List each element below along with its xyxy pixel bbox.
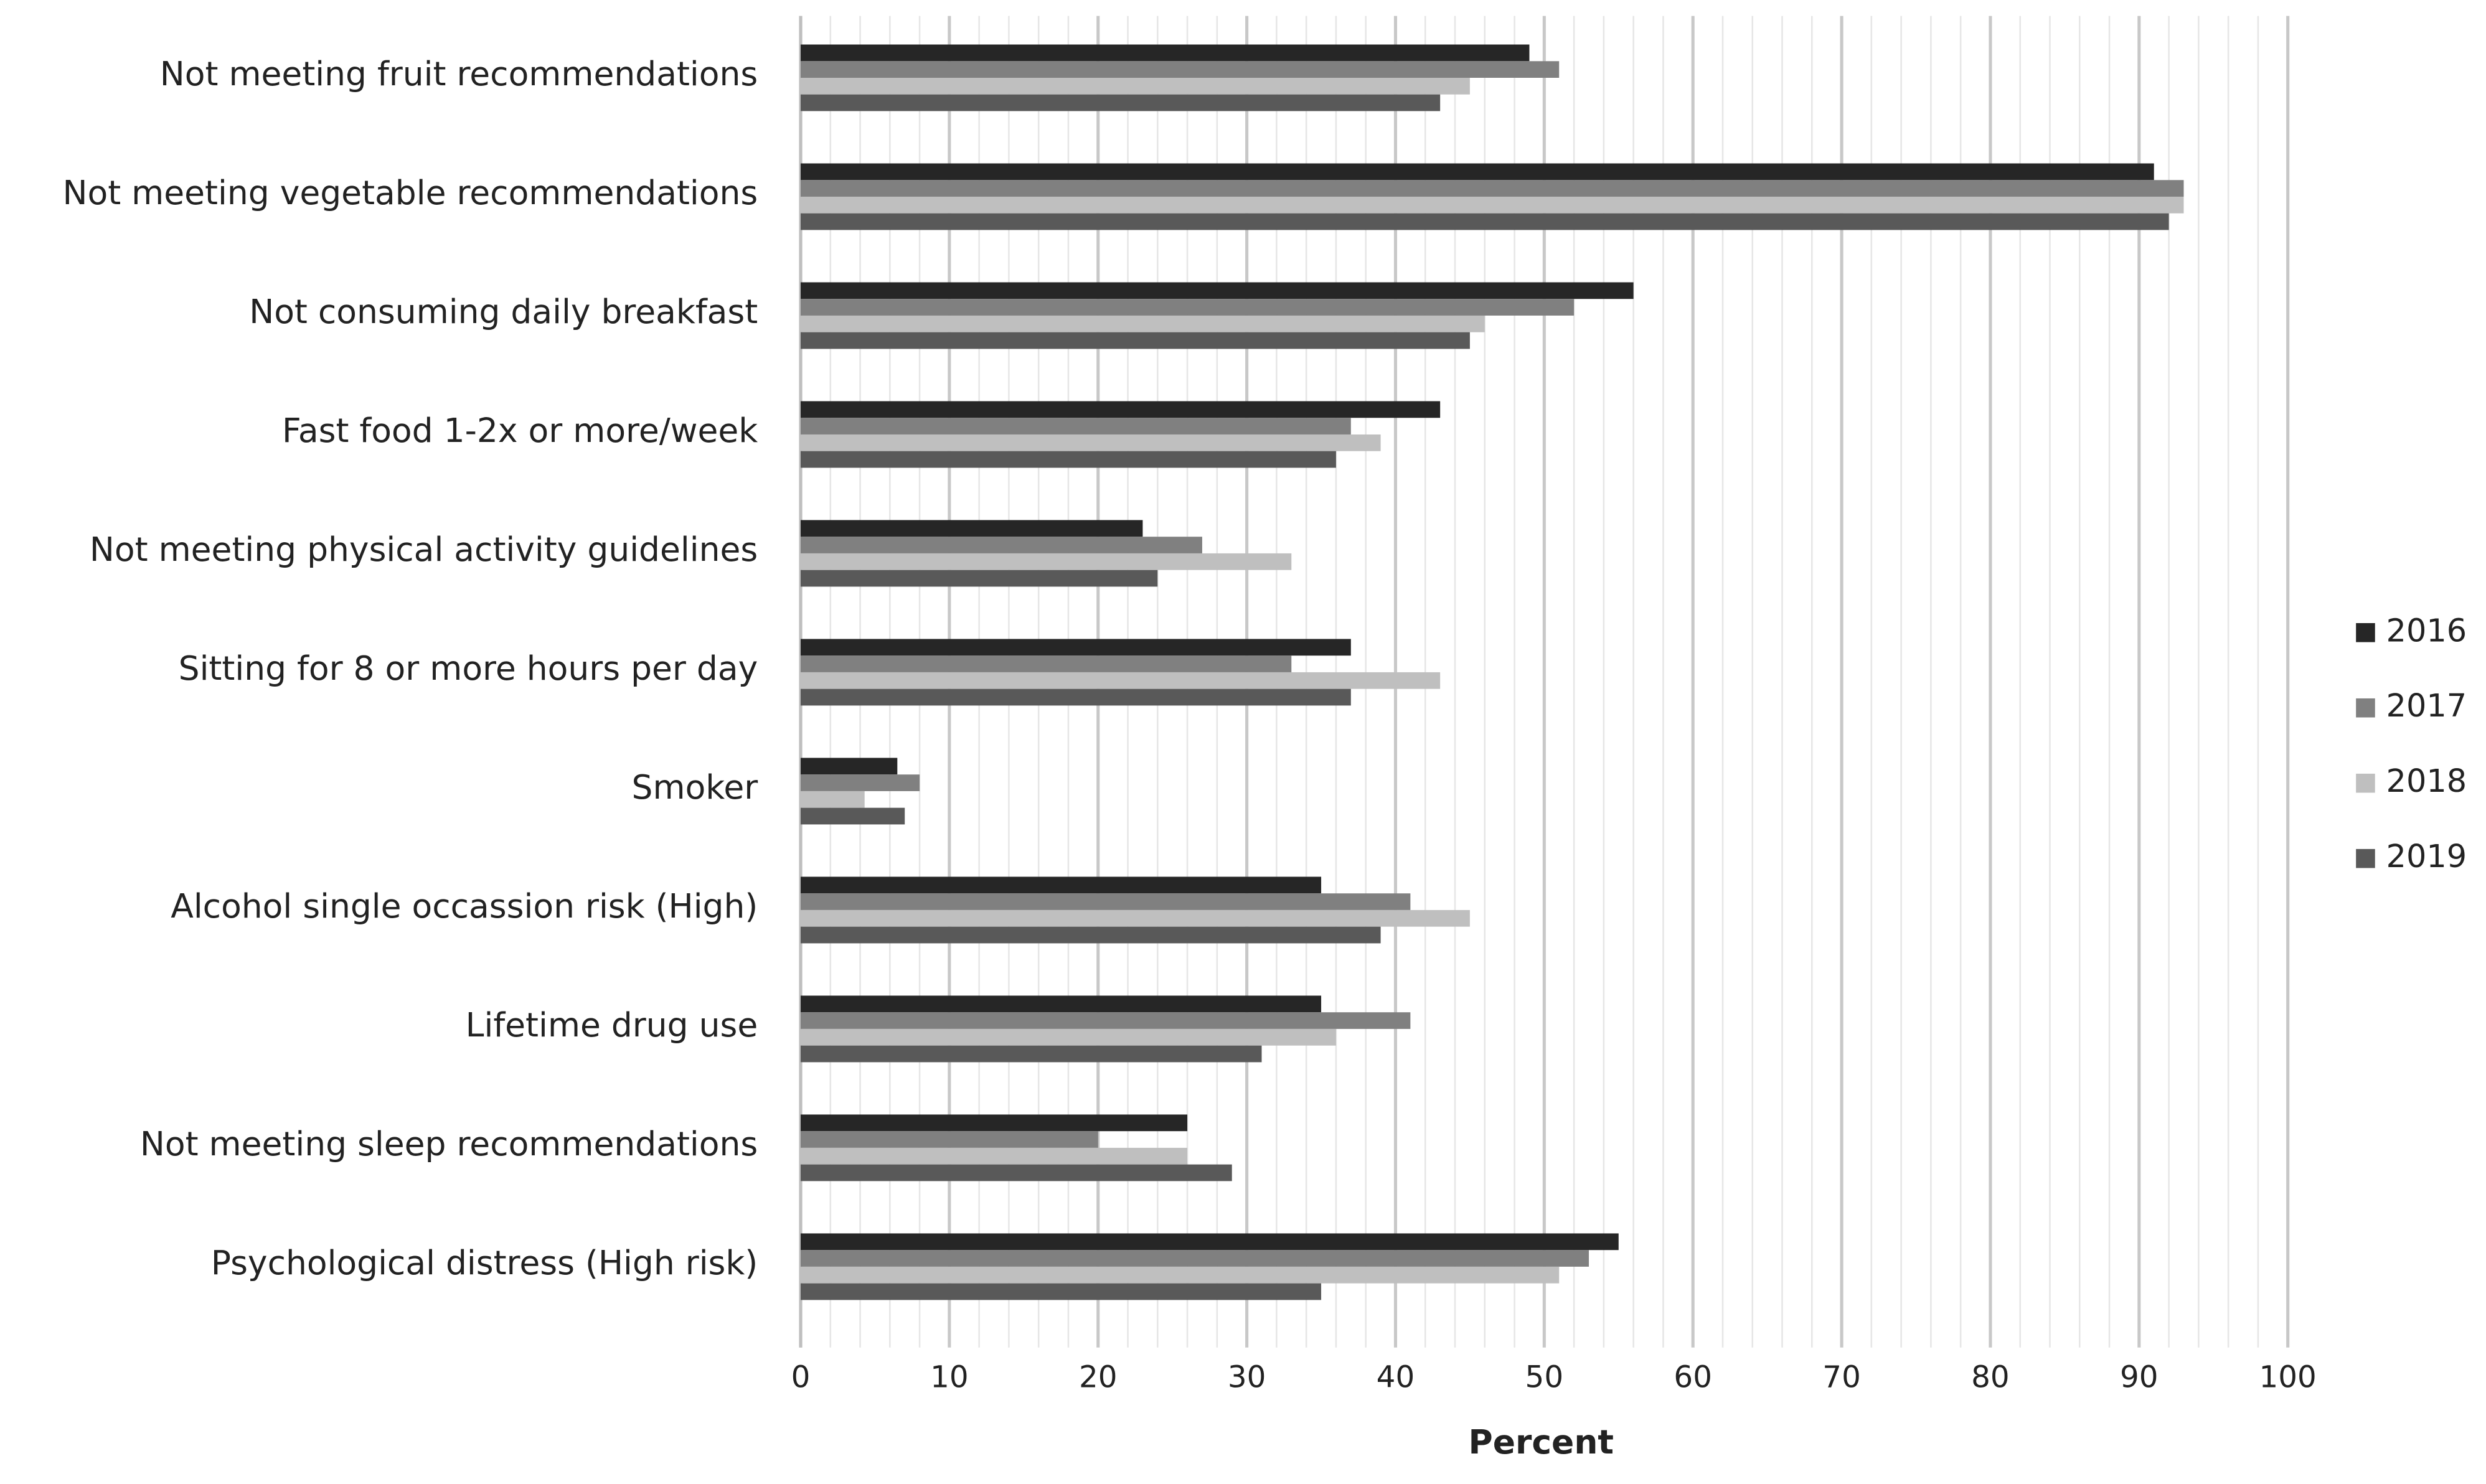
bar — [801, 1250, 1589, 1267]
bar — [801, 196, 2184, 214]
legend-label: 2017 — [2386, 688, 2467, 725]
bar — [801, 520, 1143, 537]
y-tick-label: Sitting for 8 or more hours per day — [179, 649, 758, 688]
bar — [801, 451, 1336, 468]
bar — [801, 1131, 1098, 1148]
bar — [801, 774, 920, 791]
legend-label: 2016 — [2386, 613, 2467, 649]
bar — [801, 537, 1202, 553]
y-tick-label: Alcohol single occassion risk (High) — [171, 886, 758, 926]
legend-swatch — [2356, 773, 2375, 793]
bar — [801, 553, 1292, 570]
bar — [801, 94, 1441, 111]
bar — [801, 758, 898, 775]
x-tick-label: 60 — [1674, 1360, 1712, 1395]
bar — [801, 909, 1470, 927]
bar — [801, 807, 905, 825]
legend-swatch — [2356, 698, 2375, 718]
bar — [801, 1233, 1619, 1251]
x-tick-label: 50 — [1525, 1360, 1564, 1395]
bar — [801, 995, 1322, 1013]
x-tick-label: 30 — [1228, 1360, 1266, 1395]
legend-label: 2019 — [2386, 838, 2467, 875]
bar — [801, 1114, 1188, 1132]
bar — [801, 639, 1351, 656]
bar — [801, 1147, 1188, 1165]
y-tick-label: Not consuming daily breakfast — [249, 292, 758, 331]
y-tick-label: Not meeting vegetable recommendations — [63, 173, 758, 212]
bar — [801, 1266, 1560, 1284]
y-tick-label: Not meeting sleep recommendations — [140, 1124, 758, 1163]
bar — [801, 180, 2184, 197]
bar — [801, 401, 1441, 418]
bar — [801, 1283, 1322, 1300]
bar — [801, 434, 1381, 451]
bar — [801, 418, 1351, 434]
y-tick-label: Fast food 1-2x or more/week — [282, 411, 758, 450]
bar — [801, 299, 1575, 316]
bar — [801, 61, 1560, 78]
y-tick-label: Psychological distress (High risk) — [211, 1243, 758, 1282]
bar — [801, 315, 1485, 332]
bar — [801, 44, 1530, 62]
bar — [801, 655, 1292, 672]
bar — [801, 332, 1470, 349]
bar — [801, 77, 1470, 95]
legend-label: 2018 — [2386, 763, 2467, 800]
bar — [801, 570, 1158, 587]
x-tick-label: 80 — [1971, 1360, 2010, 1395]
y-tick-label: Smoker — [632, 768, 758, 807]
bar — [801, 282, 1634, 299]
bar — [801, 1164, 1232, 1181]
x-tick-label: 40 — [1377, 1360, 1415, 1395]
x-tick-label: 70 — [1822, 1360, 1861, 1395]
x-tick-label: 0 — [791, 1360, 811, 1395]
x-axis-title: Percent — [1469, 1422, 1614, 1462]
bar — [801, 688, 1351, 706]
bar — [801, 1045, 1262, 1063]
bar — [801, 876, 1322, 894]
bar — [801, 213, 2169, 230]
y-tick-label: Not meeting fruit recommendations — [160, 54, 758, 93]
y-tick-label: Not meeting physical activity guidelines — [90, 530, 758, 569]
bar — [801, 893, 1411, 910]
bar — [801, 1012, 1411, 1029]
bar — [801, 791, 865, 808]
x-tick-label: 90 — [2120, 1360, 2159, 1395]
x-tick-label: 20 — [1079, 1360, 1118, 1395]
bar — [801, 672, 1441, 689]
y-tick-label: Lifetime drug use — [466, 1005, 758, 1045]
bar — [801, 163, 2154, 181]
bar — [801, 1028, 1336, 1046]
x-tick-label: 10 — [930, 1360, 969, 1395]
bar — [801, 926, 1381, 944]
legend-swatch — [2356, 848, 2375, 868]
legend-swatch — [2356, 623, 2375, 642]
x-tick-label: 100 — [2259, 1360, 2317, 1395]
